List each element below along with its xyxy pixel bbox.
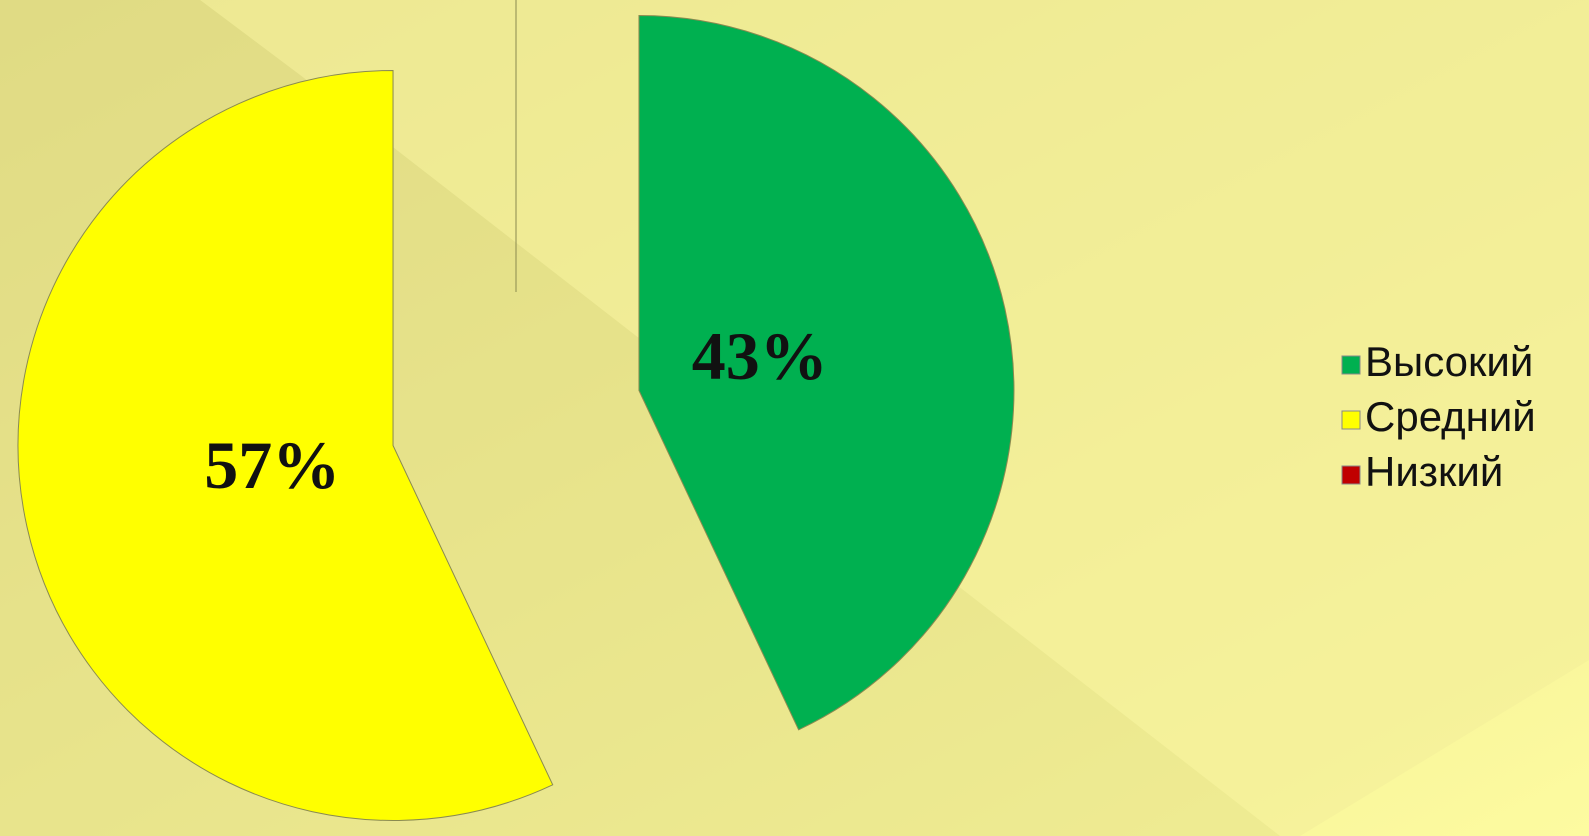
legend-label: Средний [1365, 393, 1536, 440]
legend-swatch [1341, 410, 1361, 430]
data-label: 43% [692, 318, 828, 394]
legend-swatch [1341, 465, 1361, 485]
legend-label: Высокий [1365, 338, 1533, 385]
legend-label: Низкий [1365, 448, 1503, 495]
legend-swatch [1341, 355, 1361, 375]
data-label: 57% [204, 427, 340, 503]
legend: Высокий Средний Низкий [1341, 338, 1536, 495]
pie-slice [17, 69, 554, 821]
pie-slice [638, 15, 1015, 731]
